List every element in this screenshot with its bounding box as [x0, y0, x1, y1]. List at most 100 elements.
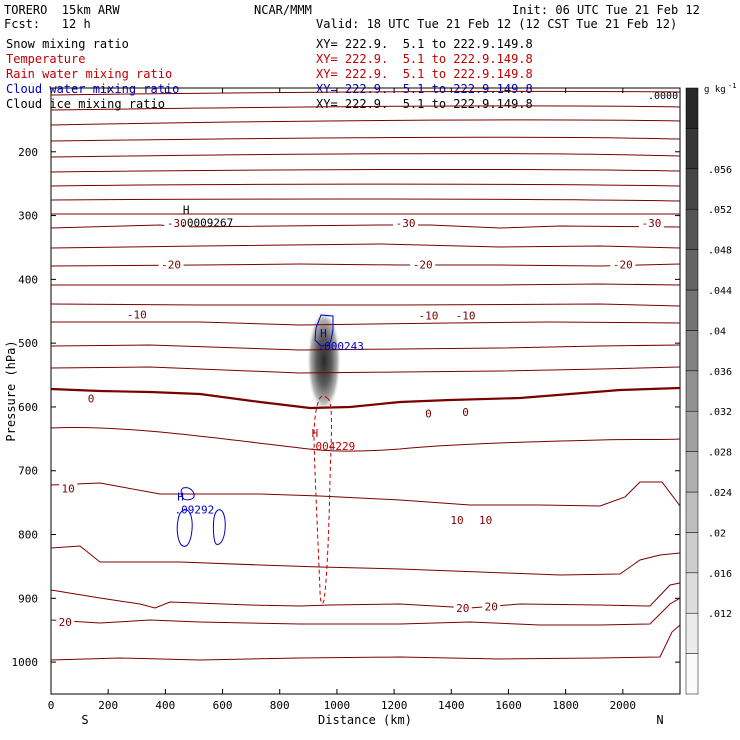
cloud-water-contour [180, 487, 195, 501]
colorbar-label: .036 [708, 367, 732, 378]
isotherm-label: -20 [161, 259, 181, 272]
colorbar-label: .04 [708, 326, 726, 337]
isotherm-label-bg [85, 392, 97, 405]
field-temperature-name: Temperature [6, 52, 86, 66]
south-label: S [81, 713, 88, 727]
field-rain-xy: XY= 222.9. 5.1 to 222.9.149.8 [316, 67, 533, 81]
field-snow-xy: XY= 222.9. 5.1 to 222.9.149.8 [316, 37, 533, 51]
colorbar-bin [685, 532, 699, 574]
x-tick-label: 1200 [381, 699, 408, 712]
isotherm-label-bg [453, 309, 479, 322]
x-tick-label: 200 [98, 699, 118, 712]
x-tick-label: 1000 [324, 699, 351, 712]
isotherm-label: 10 [450, 514, 463, 527]
colorbar-bin [685, 289, 699, 331]
colorbar-label: .02 [708, 528, 726, 539]
colorbar-label: .056 [708, 165, 732, 176]
forecast-hour: Fcst: 12 h [4, 17, 91, 31]
isotherm-line [51, 119, 680, 126]
isotherm-label: -20 [413, 259, 433, 272]
colorbar-bin [685, 87, 699, 129]
field-cloudwater-xy: XY= 222.9. 5.1 to 222.9.149.8 [316, 82, 533, 96]
y-tick-label: 700 [18, 465, 38, 478]
colorbar-top-value: .0000 [648, 91, 678, 102]
isotherm-label: -10 [127, 308, 147, 321]
colorbar: g kg -1 .0000 .012 .016 .02 .024 .028 .032 .03… [648, 82, 736, 695]
colorbar-bin [685, 370, 699, 412]
isotherm-label-bg [164, 217, 190, 230]
isotherm-label-bg [638, 217, 664, 230]
isotherm-line [51, 136, 680, 142]
colorbar-bin [685, 410, 699, 452]
x-tick-label: 400 [155, 699, 175, 712]
isotherm-line [51, 545, 680, 576]
isotherm-label: 20 [456, 602, 469, 615]
isotherm-line [51, 624, 680, 661]
y-tick-label: 900 [18, 592, 38, 605]
extremum-symbol: H [320, 327, 327, 340]
cloud-water-contours [176, 314, 334, 547]
extremum-symbol: H [312, 427, 319, 440]
isotherm-label: 0 [462, 406, 469, 419]
extremum-value: .004229 [309, 440, 355, 453]
model-title: TORERO 15km ARW [4, 3, 120, 17]
isotherm-line [51, 105, 680, 111]
isotherm-line [51, 153, 680, 158]
isotherm-line [51, 283, 680, 286]
x-tick-label: 1400 [438, 699, 465, 712]
colorbar-unit: g kg [704, 85, 726, 95]
colorbar-bin [685, 168, 699, 210]
isotherm-label-bg [460, 406, 472, 419]
colorbar-bin [685, 330, 699, 372]
x-tick-label: 1600 [495, 699, 522, 712]
field-cloudice-xy: XY= 222.9. 5.1 to 222.9.149.8 [316, 97, 533, 111]
isotherm-label: 0 [88, 393, 95, 406]
isotherm-label-bg [158, 258, 184, 271]
colorbar-bin [685, 572, 699, 614]
isotherm-line [51, 168, 680, 173]
extremum-value: .09292 [175, 504, 215, 517]
x-tick-label: 1800 [552, 699, 579, 712]
isotherm-line [51, 243, 680, 249]
temperature-isotherms [51, 90, 680, 661]
isotherm-line [51, 263, 680, 267]
isotherm-line [51, 597, 680, 626]
isotherm-label: -10 [456, 310, 476, 323]
cloud-water-contour [176, 509, 193, 547]
colorbar-label: .012 [708, 609, 732, 620]
colorbar-bin [685, 451, 699, 493]
isotherm-line [51, 183, 680, 187]
isotherm-label-bg [393, 217, 419, 230]
extremum-value: .0009267 [180, 216, 233, 229]
y-tick-label: 200 [18, 146, 38, 159]
north-label: N [656, 713, 663, 727]
y-tick-label: 600 [18, 401, 38, 414]
colorbar-bin [685, 128, 699, 170]
y-tick-label: 400 [18, 273, 38, 286]
isotherm-label: -30 [641, 217, 661, 230]
isotherm-line [51, 303, 680, 307]
isotherm-line [51, 481, 680, 507]
isotherm-line [51, 321, 680, 326]
x-axis-title: Distance (km) [318, 713, 412, 727]
isotherm-line [51, 582, 680, 609]
colorbar-bin [685, 249, 699, 291]
isotherm-label: -20 [613, 259, 633, 272]
extremum-symbol: H [183, 203, 190, 216]
isotherm-label-bg [447, 513, 466, 526]
field-rain-name: Rain water mixing ratio [6, 67, 173, 81]
colorbar-label: .052 [708, 205, 732, 216]
y-tick-label: 1000 [12, 656, 39, 669]
colorbar-bin [685, 491, 699, 533]
isotherm-label: 20 [59, 616, 72, 629]
field-cloudwater-name: Cloud water mixing ratio [6, 82, 180, 96]
colorbar-label: .028 [708, 448, 732, 459]
colorbar-label: .044 [708, 286, 732, 297]
x-tick-label: 0 [48, 699, 55, 712]
isotherm-label-bg [415, 309, 441, 322]
isotherm-line [51, 90, 680, 96]
field-snow-name: Snow mixing ratio [6, 37, 129, 51]
